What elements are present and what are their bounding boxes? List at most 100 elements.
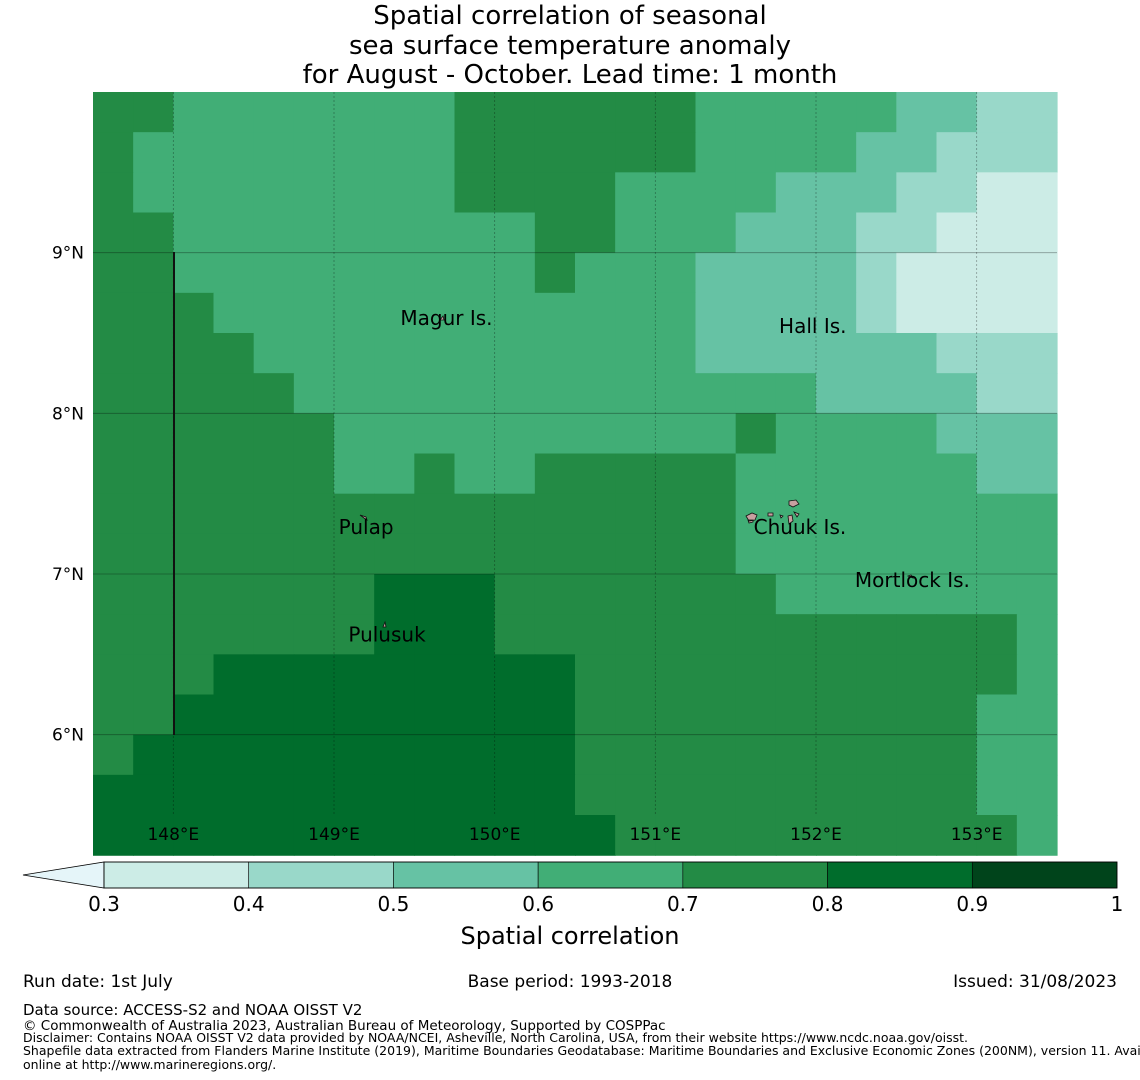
grid-cell bbox=[454, 92, 496, 133]
grid-cell bbox=[655, 252, 697, 294]
grid-cell bbox=[454, 172, 496, 214]
grid-cell bbox=[976, 172, 1018, 214]
grid-cell bbox=[735, 373, 777, 414]
grid-cell bbox=[896, 694, 938, 736]
grid-cell bbox=[936, 373, 978, 414]
longitude-tick-label: 152°E bbox=[790, 825, 842, 845]
grid-cell bbox=[695, 132, 737, 173]
grid-cell bbox=[575, 614, 616, 655]
grid-cell bbox=[374, 694, 415, 736]
grid-cell bbox=[374, 172, 415, 214]
grid-cell bbox=[253, 212, 295, 254]
grid-cell bbox=[494, 292, 536, 334]
grid-cell bbox=[374, 453, 415, 495]
grid-cell bbox=[655, 533, 697, 575]
grid-cell bbox=[936, 132, 978, 173]
grid-cell bbox=[816, 212, 857, 254]
grid-cell bbox=[93, 614, 134, 655]
colorbar-under-arrow bbox=[22, 861, 105, 889]
grid-cell bbox=[133, 132, 174, 173]
grid-cell bbox=[534, 333, 576, 374]
grid-cell bbox=[334, 413, 375, 455]
grid-cell bbox=[414, 694, 456, 736]
grid-cell bbox=[615, 574, 656, 615]
grid-cell bbox=[454, 533, 496, 575]
grid-cell bbox=[293, 654, 335, 696]
grid-cell bbox=[976, 574, 1018, 615]
grid-cell bbox=[414, 815, 456, 856]
grid-cell bbox=[414, 654, 456, 696]
grid-cell bbox=[293, 614, 335, 655]
grid-cell bbox=[293, 172, 335, 214]
grid-cell bbox=[976, 734, 1018, 776]
grid-cell bbox=[173, 815, 215, 856]
grid-cell bbox=[293, 413, 335, 455]
latitude-tick-label: 7°N bbox=[52, 565, 84, 585]
grid-cell bbox=[133, 413, 174, 455]
latitude-ticks: 9°N 8°N 7°N 6°N bbox=[52, 244, 84, 746]
longitude-tick-label: 151°E bbox=[629, 825, 681, 845]
island-shapes bbox=[359, 315, 915, 628]
colorbar-segment bbox=[971, 861, 1118, 889]
grid-cell bbox=[293, 574, 335, 615]
grid-cell bbox=[293, 774, 335, 816]
grid-cell bbox=[735, 333, 777, 374]
grid-cell bbox=[173, 734, 215, 776]
grid-cell bbox=[334, 533, 375, 575]
grid-cell bbox=[856, 493, 897, 535]
grid-cell bbox=[173, 614, 215, 655]
grid-cell bbox=[173, 574, 215, 615]
grid-cell bbox=[1016, 292, 1058, 334]
grid-cell bbox=[816, 533, 857, 575]
grid-cell bbox=[133, 453, 174, 495]
grid-cell bbox=[856, 453, 897, 495]
grid-cell bbox=[454, 413, 496, 455]
grid-cell bbox=[1016, 92, 1058, 133]
grid-cell bbox=[575, 815, 616, 856]
grid-cell bbox=[856, 533, 897, 575]
grid-cell bbox=[896, 132, 938, 173]
grid-cell bbox=[695, 654, 737, 696]
grid-cell bbox=[334, 252, 375, 294]
grid-cell bbox=[173, 172, 215, 214]
colorbar-segment bbox=[682, 861, 828, 889]
grid-cell bbox=[534, 574, 576, 615]
grid-cell bbox=[615, 815, 656, 856]
place-label: Pulusuk bbox=[348, 622, 426, 646]
grid-cell bbox=[414, 734, 456, 776]
grid-cell bbox=[213, 252, 255, 294]
grid-cell bbox=[133, 614, 174, 655]
grid-cell bbox=[534, 654, 576, 696]
grid-cell bbox=[856, 413, 897, 455]
grid-cell bbox=[534, 373, 576, 414]
grid-cell bbox=[414, 614, 456, 655]
grid-cell bbox=[1016, 252, 1058, 294]
grid-cell bbox=[735, 815, 777, 856]
grid-cell bbox=[655, 774, 697, 816]
grid-cell bbox=[213, 453, 255, 495]
grid-cell bbox=[775, 333, 817, 374]
grid-cell bbox=[213, 172, 255, 214]
grid-cell bbox=[93, 774, 134, 816]
grid-cell bbox=[334, 614, 375, 655]
grid-cell bbox=[695, 252, 737, 294]
grid-cell bbox=[374, 654, 415, 696]
grid-cell bbox=[93, 493, 134, 535]
grid-cell bbox=[575, 774, 616, 816]
grid-cell bbox=[856, 574, 897, 615]
grid-cell bbox=[615, 694, 656, 736]
grid-cell bbox=[334, 453, 375, 495]
grid-cell bbox=[213, 774, 255, 816]
shapefile-credit-line-1: Shapefile data extracted from Flanders M… bbox=[23, 1043, 1140, 1058]
grid-cell bbox=[293, 493, 335, 535]
grid-cell bbox=[775, 694, 817, 736]
grid-cell bbox=[896, 92, 938, 133]
place-label: Pulap bbox=[339, 515, 394, 539]
grid-cell bbox=[414, 574, 456, 615]
grid-cell bbox=[494, 413, 536, 455]
grid-cell bbox=[1016, 333, 1058, 374]
grid-cell bbox=[976, 815, 1018, 856]
grid-cell bbox=[615, 333, 656, 374]
grid-cell bbox=[173, 373, 215, 414]
title-line-2: sea surface temperature anomaly bbox=[349, 30, 791, 61]
